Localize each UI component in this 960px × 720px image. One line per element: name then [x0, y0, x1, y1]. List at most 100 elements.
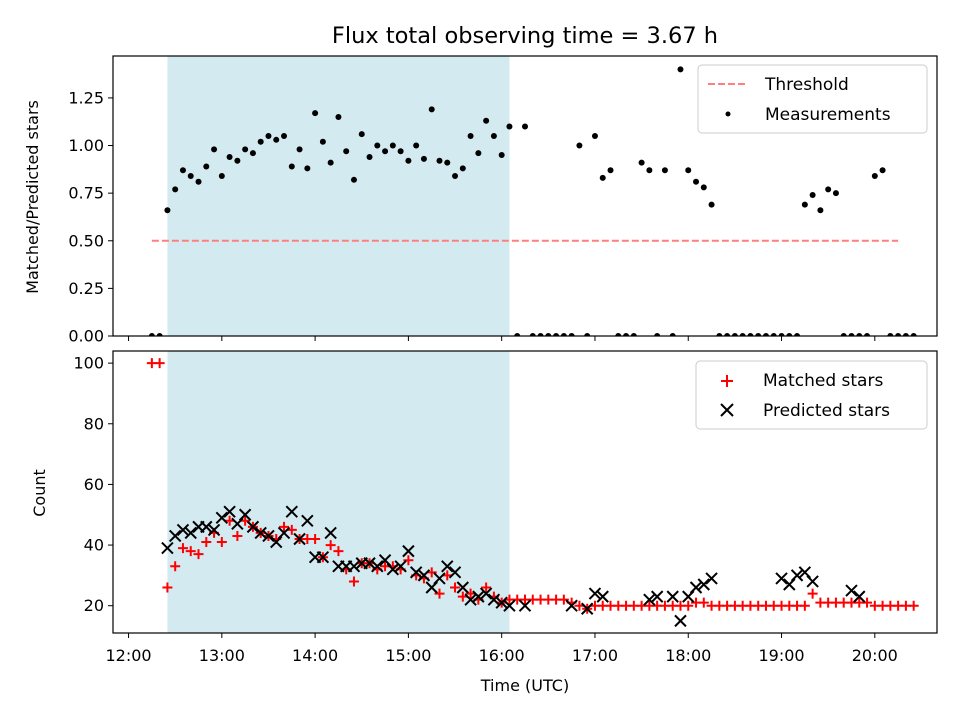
measurement-point	[218, 173, 225, 179]
predicted-star-point	[363, 557, 376, 570]
measurement-point	[677, 66, 684, 73]
measurement-point	[343, 148, 350, 155]
measurement-point	[195, 178, 202, 185]
bottom-y-axis-label: Count	[30, 469, 49, 517]
measurement-point	[444, 159, 451, 166]
measurement-point	[358, 131, 365, 138]
measurement-point	[856, 333, 863, 336]
matched-star-point	[216, 537, 227, 548]
predicted-star-point	[254, 526, 267, 540]
predicted-star-point	[790, 569, 804, 582]
measurement-point	[296, 146, 303, 153]
y-tick-label: 40	[84, 536, 104, 555]
matched-star-point	[333, 546, 344, 557]
predicted-star-point	[448, 566, 462, 579]
matched-star-point	[799, 600, 810, 611]
measurement-point	[490, 133, 497, 139]
measurement-point	[537, 333, 544, 336]
y-tick-label: 60	[84, 475, 104, 494]
measurement-point	[475, 150, 482, 157]
legend-box	[695, 360, 928, 430]
measurement-point	[405, 157, 412, 164]
measurement-point	[459, 165, 466, 172]
measurement-point	[211, 146, 218, 153]
matched-star-point	[170, 561, 181, 572]
y-tick-label: 0.50	[68, 231, 104, 250]
predicted-star-point	[200, 520, 213, 534]
measurement-point	[304, 165, 311, 172]
matched-star-point	[434, 588, 445, 599]
predicted-star-point	[464, 593, 477, 606]
legend-measurement-swatch	[725, 111, 731, 117]
predicted-star-point	[456, 581, 470, 594]
measurement-point	[716, 333, 723, 336]
y-tick-label: 1.00	[68, 136, 104, 155]
predicted-star-point	[441, 560, 454, 573]
matched-star-point	[232, 530, 243, 541]
measurement-point	[288, 163, 295, 170]
measurement-point	[840, 333, 847, 336]
measurement-point	[770, 333, 777, 336]
y-tick-label: 0.25	[68, 279, 104, 298]
predicted-star-point	[503, 599, 516, 612]
predicted-star-point	[223, 505, 236, 518]
x-tick-label: 18:00	[665, 646, 711, 665]
measurement-point	[273, 136, 280, 143]
matched-star-point	[908, 600, 919, 611]
measurement-point	[172, 186, 179, 193]
measurement-point	[623, 333, 630, 336]
y-tick-label: 20	[84, 596, 104, 615]
measurement-point	[514, 333, 521, 336]
measurement-point	[483, 117, 490, 124]
top-y-axis-label: Matched/Predicted stars	[23, 100, 42, 294]
measurement-point	[724, 333, 731, 336]
predicted-star-point	[650, 590, 664, 603]
matched-star-point	[862, 597, 873, 608]
measurement-point	[249, 150, 256, 157]
measurement-point	[374, 142, 381, 149]
measurement-point	[529, 333, 536, 336]
predicted-star-point	[371, 560, 384, 573]
predicted-star-point	[277, 526, 291, 540]
measurement-point	[327, 159, 334, 166]
predicted-star-point	[238, 508, 252, 521]
measurement-point	[234, 157, 241, 164]
measurement-point	[615, 333, 622, 336]
measurement-point	[366, 153, 373, 160]
y-tick-label: 1.25	[68, 88, 104, 107]
predicted-star-point	[402, 544, 415, 558]
matched-star-point	[325, 540, 336, 551]
measurement-point	[312, 110, 319, 117]
predicted-star-point	[285, 505, 298, 518]
legend-label: Predicted stars	[763, 401, 890, 421]
y-tick-label: 100	[73, 354, 104, 373]
measurement-point	[693, 178, 700, 185]
predicted-star-point	[472, 590, 485, 603]
measurement-point	[506, 123, 513, 130]
predicted-star-point	[518, 599, 532, 612]
matched-star-point	[683, 600, 694, 611]
measurement-point	[522, 123, 528, 130]
measurement-point	[638, 159, 645, 166]
predicted-star-point	[316, 550, 330, 564]
measurement-point	[319, 138, 326, 145]
measurement-point	[350, 176, 357, 183]
predicted-star-point	[674, 614, 687, 628]
legend-label: Measurements	[765, 105, 891, 125]
x-tick-label: 16:00	[479, 646, 525, 665]
matched-star-point	[177, 543, 188, 554]
measurement-point	[848, 333, 855, 336]
predicted-star-point	[588, 587, 602, 600]
matched-star-point	[201, 537, 212, 548]
measurement-point	[203, 163, 210, 170]
top-axes-frame	[112, 55, 938, 337]
measurement-point	[335, 113, 342, 120]
y-tick-label: 80	[84, 414, 104, 433]
predicted-star-point	[417, 569, 431, 582]
predicted-star-point	[176, 523, 190, 537]
measurement-point	[281, 133, 288, 139]
y-tick-label: 0.75	[68, 184, 104, 203]
x-axis-label: Time (UTC)	[480, 676, 569, 695]
bottom-chart: 20 40 60 80 100 12:00 13:00 14:00 15:00 16:00 17:0…	[73, 350, 938, 665]
measurement-point	[786, 333, 793, 336]
